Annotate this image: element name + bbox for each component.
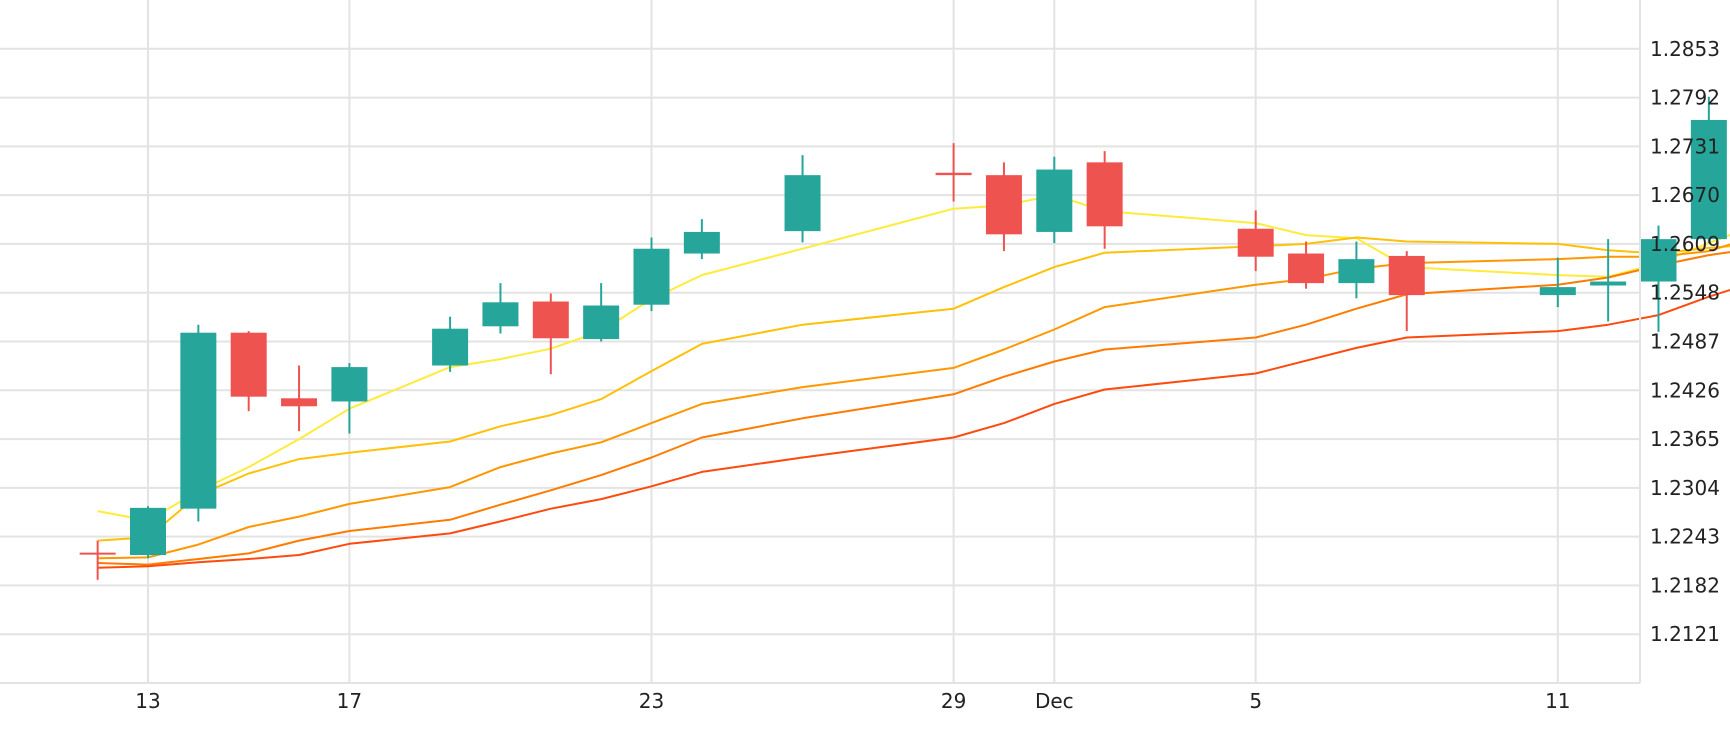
axes: 1.2121 1.2182 1.2243 1.2304 1.2365 1.2426 1.24… [0, 0, 1720, 713]
candle-body [683, 231, 720, 254]
candle [583, 283, 620, 342]
candle-body [432, 328, 469, 366]
y-tick-label: 1.2792 [1650, 86, 1720, 110]
y-tick-label: 1.2670 [1650, 183, 1720, 207]
candle-body [1288, 253, 1325, 284]
y-tick-label: 1.2426 [1650, 378, 1720, 402]
candle [1036, 156, 1073, 244]
moving-average-lines [97, 194, 1730, 569]
candle-body [985, 175, 1022, 235]
candles [79, 96, 1727, 580]
candle-body [1388, 255, 1425, 296]
candle [331, 363, 368, 434]
candle [1388, 251, 1425, 332]
candle [1539, 257, 1576, 308]
y-tick-label: 1.2365 [1650, 427, 1720, 451]
y-tick-label: 1.2243 [1650, 525, 1720, 549]
candle-body [482, 302, 519, 327]
y-tick-label: 1.2548 [1650, 281, 1720, 305]
candle-body [1086, 162, 1123, 227]
candle-body [1237, 228, 1274, 257]
candle-body [532, 301, 569, 339]
x-tick-label: 17 [337, 689, 362, 713]
candle [784, 155, 821, 243]
candle-body [230, 332, 267, 397]
candle-body [180, 332, 217, 509]
candle-body [1338, 259, 1375, 284]
y-tick-label: 1.2121 [1650, 622, 1720, 646]
y-tick-label: 1.2304 [1650, 476, 1720, 500]
y-tick-label: 1.2609 [1650, 232, 1720, 256]
y-tick-label: 1.2731 [1650, 134, 1720, 158]
candle [1338, 241, 1375, 299]
candle [935, 143, 972, 202]
candle-body [633, 248, 670, 305]
moving-average-line [97, 194, 1730, 522]
candle [432, 316, 469, 372]
candle [1288, 241, 1325, 289]
y-tick-label: 1.2182 [1650, 573, 1720, 597]
candle [1640, 225, 1677, 332]
candle [1086, 151, 1123, 249]
candle [230, 331, 267, 412]
grid [0, 0, 1640, 683]
candle-body [1690, 119, 1727, 240]
candle [1237, 210, 1274, 272]
candle-body [79, 552, 116, 555]
candle-body [935, 172, 972, 176]
candle [79, 540, 116, 580]
moving-average-line [97, 251, 1730, 566]
moving-average-line [97, 243, 1730, 560]
y-tick-label: 1.2853 [1650, 37, 1720, 61]
candle [482, 283, 519, 334]
candle [985, 162, 1022, 252]
candle [532, 293, 569, 375]
candle [683, 219, 720, 260]
y-tick-label: 1.2487 [1650, 330, 1720, 354]
candle-body [1590, 281, 1627, 286]
candle-body [1036, 169, 1073, 232]
x-tick-label: 29 [941, 689, 966, 713]
moving-average-line [97, 288, 1730, 569]
candle [180, 324, 217, 522]
candle-body [130, 507, 166, 556]
candle-body [331, 367, 368, 402]
candle-body [583, 305, 620, 340]
candle-body [1640, 239, 1677, 282]
candle [633, 237, 670, 312]
x-tick-label: Dec [1035, 689, 1074, 713]
x-tick-label: 13 [135, 689, 160, 713]
candle-body [784, 175, 821, 232]
candle [1690, 96, 1727, 244]
candle [130, 506, 166, 559]
x-tick-label: 11 [1545, 689, 1570, 713]
candle-body [1539, 287, 1576, 296]
x-tick-label: 23 [639, 689, 664, 713]
candle [1590, 239, 1627, 322]
candle [281, 365, 318, 432]
x-tick-label: 5 [1249, 689, 1262, 713]
moving-average-line [97, 236, 1730, 542]
candle-body [281, 398, 318, 407]
